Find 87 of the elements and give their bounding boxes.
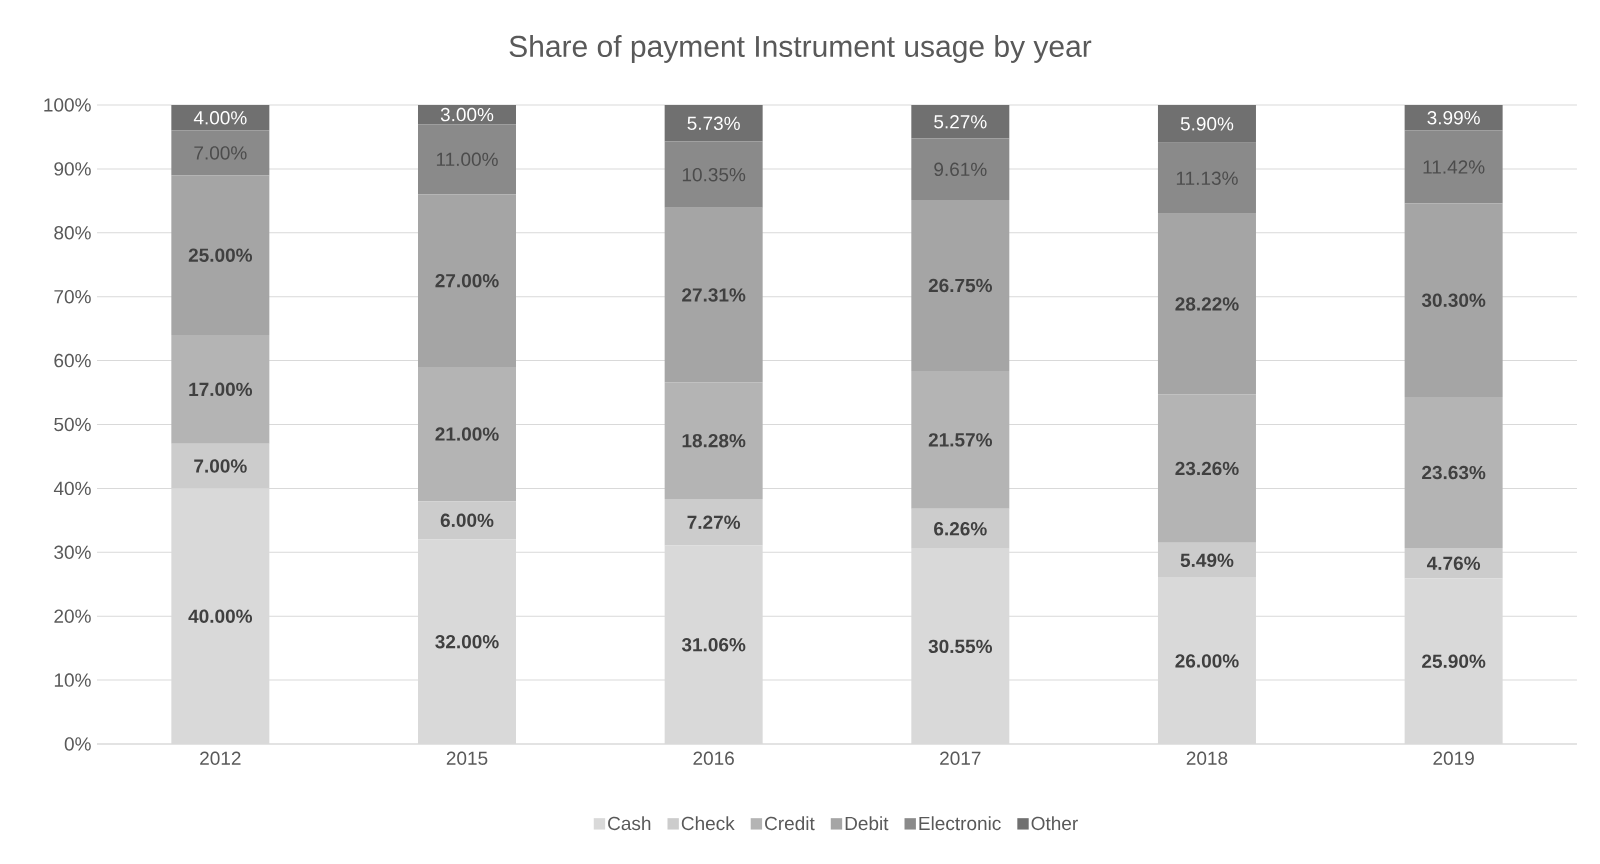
bar bbox=[664, 207, 763, 383]
data-label: 30.55% bbox=[928, 639, 993, 654]
y-tick-label: 90% bbox=[54, 162, 91, 176]
data-label: 5.49% bbox=[1180, 553, 1234, 568]
bar bbox=[171, 130, 270, 176]
x-tick-label: 2019 bbox=[1433, 751, 1474, 765]
data-label: 18.28% bbox=[682, 433, 746, 448]
data-label: 5.73% bbox=[687, 116, 740, 131]
y-tick-label: 40% bbox=[53, 481, 91, 496]
bar bbox=[911, 200, 1010, 371]
bar bbox=[1157, 542, 1256, 578]
data-label: 28.22% bbox=[1175, 297, 1239, 311]
bar bbox=[911, 508, 1010, 549]
bar bbox=[1404, 130, 1503, 204]
data-label: 10.35% bbox=[682, 167, 746, 182]
data-label: 5.27% bbox=[934, 115, 987, 129]
data-label: 3.00% bbox=[440, 107, 494, 122]
y-tick-label: 100% bbox=[44, 98, 91, 112]
bar bbox=[911, 370, 1010, 509]
x-tick-label: 2015 bbox=[446, 751, 488, 765]
bar bbox=[664, 382, 763, 500]
legend-label: Other bbox=[1031, 816, 1078, 831]
bar bbox=[418, 194, 516, 367]
bar bbox=[418, 501, 516, 540]
bar bbox=[1157, 394, 1256, 543]
data-label: 7.00% bbox=[194, 146, 247, 160]
data-label: 3.99% bbox=[1427, 111, 1480, 125]
data-label: 23.63% bbox=[1422, 465, 1486, 480]
bar bbox=[1157, 104, 1256, 143]
data-label: 31.06% bbox=[681, 638, 746, 652]
y-tick-label: 0% bbox=[64, 737, 91, 751]
data-label: 32.00% bbox=[435, 635, 499, 649]
data-label: 23.26% bbox=[1175, 461, 1239, 476]
y-tick-label: 70% bbox=[54, 289, 91, 304]
legend-label: Check bbox=[681, 816, 735, 831]
data-label: 5.90% bbox=[1180, 117, 1234, 131]
bar bbox=[171, 175, 270, 336]
x-tick-label: 2018 bbox=[1186, 751, 1228, 765]
data-label: 7.27% bbox=[687, 515, 741, 529]
bar bbox=[1404, 203, 1503, 398]
bar bbox=[664, 104, 763, 142]
data-label: 6.26% bbox=[934, 522, 987, 536]
bar bbox=[418, 124, 516, 195]
data-label: 26.75% bbox=[928, 278, 993, 293]
data-label: 11.13% bbox=[1176, 171, 1238, 185]
y-tick-label: 60% bbox=[54, 353, 91, 368]
data-label: 40.00% bbox=[188, 609, 253, 623]
y-tick-label: 50% bbox=[54, 417, 91, 432]
bar bbox=[1157, 142, 1256, 214]
data-label: 17.00% bbox=[189, 382, 253, 397]
legend-label: Debit bbox=[845, 816, 889, 831]
legend-label: Credit bbox=[765, 816, 815, 831]
data-label: 21.00% bbox=[435, 427, 499, 441]
data-label: 9.61% bbox=[934, 162, 987, 177]
bar bbox=[171, 443, 270, 489]
chart-title: Share of payment Instrument usage by year bbox=[509, 35, 1092, 63]
bar bbox=[664, 141, 763, 208]
bar bbox=[1404, 397, 1503, 549]
bar bbox=[171, 335, 270, 444]
bar bbox=[1157, 213, 1256, 395]
data-label: 30.30% bbox=[1421, 293, 1486, 308]
y-tick-label: 30% bbox=[54, 545, 91, 560]
data-label: 7.00% bbox=[194, 459, 247, 473]
data-label: 26.00% bbox=[1175, 654, 1239, 668]
x-tick-label: 2017 bbox=[940, 751, 981, 765]
x-tick-label: 2012 bbox=[200, 751, 241, 765]
y-tick-label: 10% bbox=[54, 673, 91, 687]
bar bbox=[171, 104, 270, 131]
x-tick-label: 2016 bbox=[693, 751, 734, 765]
y-tick-label: 20% bbox=[54, 609, 91, 623]
y-tick-label: 80% bbox=[54, 226, 91, 240]
data-label: 11.00% bbox=[436, 152, 498, 167]
legend-label: Cash bbox=[608, 816, 651, 831]
data-label: 21.57% bbox=[928, 433, 993, 447]
data-label: 25.90% bbox=[1422, 654, 1486, 668]
data-label: 4.00% bbox=[193, 111, 247, 125]
data-label: 6.00% bbox=[440, 513, 494, 528]
bar bbox=[911, 138, 1010, 201]
legend-label: Electronic bbox=[919, 816, 1001, 831]
bar bbox=[418, 366, 516, 502]
data-label: 25.00% bbox=[188, 248, 253, 262]
data-label: 11.42% bbox=[1423, 160, 1485, 174]
bar bbox=[664, 499, 763, 546]
data-label: 27.00% bbox=[435, 273, 499, 288]
bar bbox=[911, 104, 1010, 139]
data-label: 27.31% bbox=[682, 288, 746, 302]
data-label: 4.76% bbox=[1426, 556, 1481, 571]
